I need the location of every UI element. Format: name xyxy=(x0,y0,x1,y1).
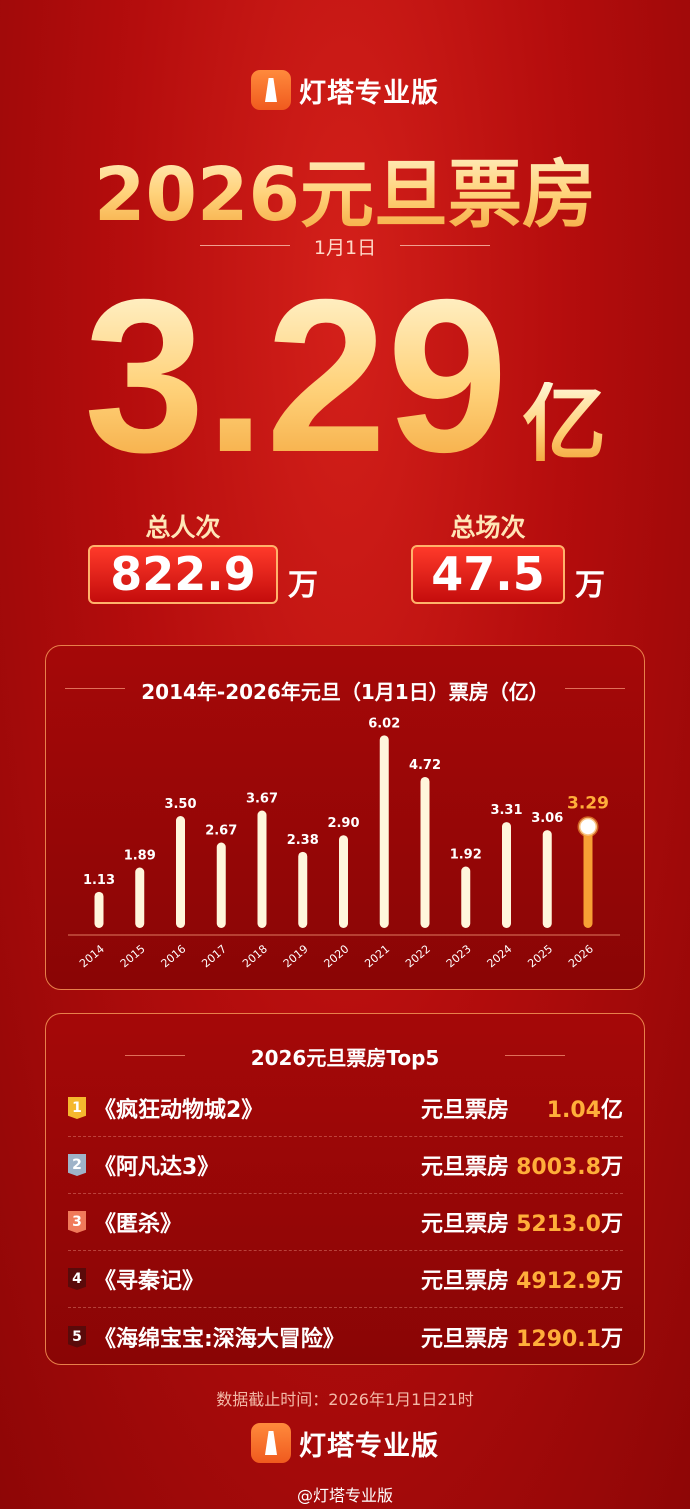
data-label: 1.13 xyxy=(83,873,115,888)
box-office-label: 元旦票房 xyxy=(420,1269,509,1294)
rank-badge: 5 xyxy=(68,1325,86,1348)
box-office-value: 5213.0万 xyxy=(516,1212,623,1237)
rank-badge: 2 xyxy=(68,1154,86,1176)
date-label: 1月1日 xyxy=(313,237,377,259)
movie-title: 《疯狂动物城2》 xyxy=(94,1098,264,1123)
data-label: 3.50 xyxy=(164,797,196,812)
bar-2023 xyxy=(461,866,471,928)
data-label: 6.02 xyxy=(368,716,400,731)
data-label: 2.67 xyxy=(205,824,237,839)
x-tick-label: 2014 xyxy=(77,942,107,970)
x-tick-label: 2023 xyxy=(444,942,474,970)
x-tick-label: 2016 xyxy=(159,942,189,970)
movie-title: 《寻秦记》 xyxy=(94,1269,205,1294)
x-tick-label: 2026 xyxy=(566,942,596,970)
x-tick-label: 2017 xyxy=(199,942,229,970)
brand-name: 灯塔专业版 xyxy=(299,77,439,109)
footer-logo: 灯塔专业版 xyxy=(0,1423,690,1463)
divider xyxy=(505,1055,565,1056)
rank-badge: 4 xyxy=(68,1268,86,1290)
screenings-label: 总场次 xyxy=(450,513,526,542)
chart-title: 2014年-2026年元旦（1月1日）票房（亿） xyxy=(141,680,549,704)
brand-name: 灯塔专业版 xyxy=(299,1430,439,1462)
rank-badge: 1 xyxy=(68,1097,86,1119)
screenings-unit: 万 xyxy=(575,568,605,603)
top5-row: 3 《匿杀》 元旦票房 5213.0万 xyxy=(68,1194,623,1251)
x-tick-label: 2024 xyxy=(485,942,515,970)
x-tick-label: 2015 xyxy=(118,942,148,970)
bar-2024 xyxy=(502,822,511,928)
divider xyxy=(400,245,490,246)
highlight-glow xyxy=(577,816,599,838)
bar-2021 xyxy=(379,735,389,928)
divider xyxy=(125,1055,185,1056)
data-label: 4.72 xyxy=(409,758,441,773)
data-label: 3.31 xyxy=(490,803,522,818)
rank-badge: 3 xyxy=(68,1211,86,1233)
divider xyxy=(200,245,290,246)
data-label: 2.90 xyxy=(327,816,359,831)
x-tick-label: 2025 xyxy=(525,942,555,970)
bar-2019 xyxy=(298,851,308,928)
bar-2018 xyxy=(257,810,267,928)
x-tick-label: 2021 xyxy=(362,942,392,970)
box-office-label: 元旦票房 xyxy=(420,1326,509,1352)
data-cutoff-note: 数据截止时间：2026年1月1日21时 xyxy=(216,1390,474,1409)
total-box-office-row: 3.29 亿 xyxy=(0,268,690,486)
data-label: 3.67 xyxy=(246,792,278,807)
top5-title: 2026元旦票房Top5 xyxy=(250,1046,440,1070)
bar-2026 xyxy=(583,822,593,928)
screenings-value: 47.5 xyxy=(411,545,565,604)
bar-2014 xyxy=(94,891,104,928)
x-tick-label: 2020 xyxy=(322,942,352,970)
top5-row: 2 《阿凡达3》 元旦票房 8003.8万 xyxy=(68,1137,623,1194)
lighthouse-icon xyxy=(251,70,291,110)
divider xyxy=(565,688,625,689)
attendance-label: 总人次 xyxy=(145,513,221,542)
data-label: 2.38 xyxy=(287,833,319,848)
box-office-value: 8003.8万 xyxy=(516,1155,623,1180)
box-office-value: 1290.1万 xyxy=(516,1326,623,1352)
bar-2016 xyxy=(176,816,185,928)
page-title: 2026元旦票房 xyxy=(0,135,690,242)
box-office-label: 元旦票房 xyxy=(420,1155,509,1180)
bar-2025 xyxy=(542,830,552,928)
attendance-value: 822.9 xyxy=(88,545,278,604)
total-box-office: 3.29 xyxy=(83,255,509,498)
weibo-handle: @灯塔专业版 xyxy=(296,1486,393,1505)
top5-row: 1 《疯狂动物城2》 元旦票房 1.04亿 xyxy=(68,1080,623,1137)
attendance-unit: 万 xyxy=(288,568,318,603)
bar-2015 xyxy=(135,867,145,928)
brand-logo: 灯塔专业版 xyxy=(0,70,690,110)
movie-title: 《海绵宝宝:深海大冒险》 xyxy=(94,1326,345,1352)
box-office-label: 元旦票房 xyxy=(420,1098,509,1123)
x-tick-label: 2019 xyxy=(281,942,311,970)
divider xyxy=(65,688,125,689)
bar-2020 xyxy=(339,835,348,928)
bar-2017 xyxy=(216,842,226,928)
top5-row: 5 《海绵宝宝:深海大冒险》 元旦票房 1290.1万 xyxy=(68,1308,623,1365)
bar-2022 xyxy=(420,776,430,928)
box-office-label: 元旦票房 xyxy=(420,1212,509,1237)
data-label: 3.06 xyxy=(531,811,563,826)
total-unit: 亿 xyxy=(522,375,607,473)
data-label: 1.92 xyxy=(450,848,482,863)
movie-title: 《匿杀》 xyxy=(94,1212,183,1237)
chart-panel xyxy=(45,645,645,990)
data-label: 3.29 xyxy=(567,794,609,814)
top5-panel xyxy=(45,1013,645,1365)
data-label: 1.89 xyxy=(124,849,156,864)
bar-chart: 1.13 2014 1.89 2015 3.50 2016 2.67 2017 3.67 2018… xyxy=(68,716,620,970)
box-office-value: 4912.9万 xyxy=(516,1269,623,1294)
lighthouse-icon xyxy=(251,1423,291,1463)
top5-row: 4 《寻秦记》 元旦票房 4912.9万 xyxy=(68,1251,623,1308)
x-tick-label: 2022 xyxy=(403,942,433,970)
movie-title: 《阿凡达3》 xyxy=(94,1155,220,1180)
box-office-value: 1.04亿 xyxy=(546,1098,623,1123)
x-tick-label: 2018 xyxy=(240,942,270,970)
